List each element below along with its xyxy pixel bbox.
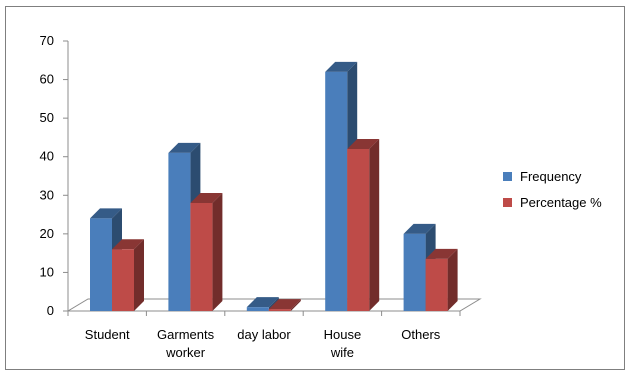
bar-top-face: [246, 297, 279, 308]
bar-front-face: [425, 258, 448, 311]
bar-top-face: [268, 299, 301, 310]
bar-side-face: [212, 193, 223, 311]
chart-bars: [90, 61, 458, 311]
x-category-label: Student: [85, 327, 130, 342]
y-tick-label: 20: [40, 226, 54, 241]
bar-front-face: [90, 218, 112, 311]
bar-front-face: [347, 149, 370, 311]
chart-axes: 0 10 20 30 40 50 60 70: [40, 33, 461, 318]
x-category-label: Garments: [157, 327, 215, 342]
bar-side-face: [290, 299, 301, 311]
bar-1-2: [268, 299, 301, 311]
bar-top-face: [347, 139, 380, 149]
bar-front-face: [112, 249, 134, 311]
y-tick-label: 50: [40, 110, 54, 125]
chart-legend: Frequency Percentage %: [503, 169, 602, 210]
bar-front-face: [403, 233, 426, 311]
legend-label: Percentage %: [520, 195, 602, 210]
x-category-label: House: [324, 327, 362, 342]
bar-1-0: [112, 239, 144, 311]
y-tick-label: 70: [40, 33, 54, 48]
bar-side-face: [447, 248, 458, 311]
x-category-label: day labor: [237, 327, 291, 342]
bar-1-3: [347, 139, 380, 311]
bar-front-face: [168, 152, 191, 311]
bar-1-1: [190, 193, 223, 311]
bar-top-face: [425, 248, 458, 259]
y-tick-label: 30: [40, 187, 54, 202]
legend-swatch: [503, 172, 512, 181]
y-tick-label: 40: [40, 149, 54, 164]
bar-front-face: [190, 203, 213, 311]
bar-front-face: [268, 309, 291, 311]
bar-1-4: [425, 248, 458, 311]
x-category-label: Others: [401, 327, 441, 342]
bar-top-face: [403, 223, 436, 234]
legend-label: Frequency: [520, 169, 582, 184]
bar-top-face: [168, 142, 201, 153]
bar-top-face: [112, 239, 144, 250]
bar-front-face: [325, 71, 348, 311]
x-category-label: wife: [330, 345, 354, 360]
chart-labels: Student Garments worker day labor House wife O…: [85, 327, 441, 360]
x-category-label: worker: [165, 345, 206, 360]
bar-top-face: [90, 208, 122, 219]
bar-top-face: [325, 61, 358, 72]
legend-swatch: [503, 198, 512, 207]
y-tick-label: 10: [40, 264, 54, 279]
y-tick-label: 0: [47, 303, 54, 318]
bar-side-face: [369, 139, 380, 311]
bar-top-face: [190, 193, 223, 203]
y-tick-label: 60: [40, 72, 54, 87]
bar-front-face: [246, 307, 269, 311]
bar-side-face: [134, 239, 144, 311]
